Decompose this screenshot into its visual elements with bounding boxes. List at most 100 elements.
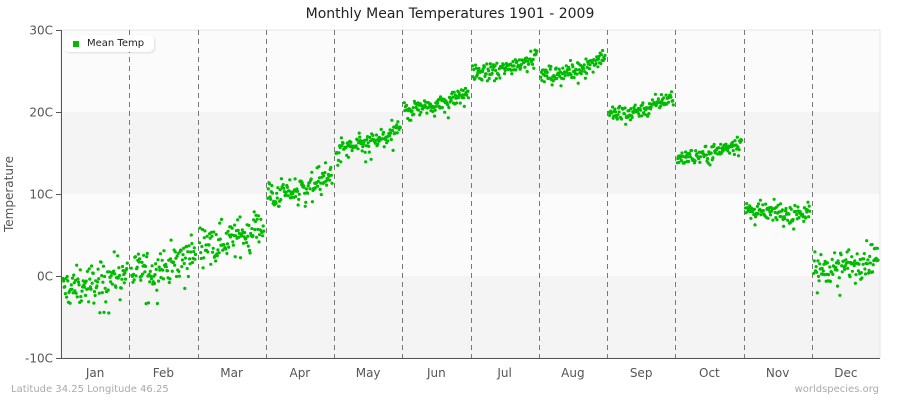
data-point: [88, 285, 92, 289]
data-point: [304, 187, 308, 191]
data-point: [257, 240, 261, 244]
data-point: [193, 257, 197, 261]
data-point: [395, 123, 399, 127]
data-point: [164, 262, 168, 266]
data-point: [382, 130, 386, 134]
data-point: [452, 90, 456, 94]
data-point: [109, 274, 113, 278]
data-point: [248, 251, 252, 255]
data-point: [302, 185, 306, 189]
data-point: [304, 200, 308, 204]
data-point: [175, 254, 179, 258]
data-point: [843, 267, 847, 271]
data-point: [231, 240, 235, 244]
data-point: [152, 281, 157, 286]
data-point: [587, 67, 592, 71]
data-point: [847, 248, 851, 252]
data-point: [731, 149, 735, 153]
data-point: [656, 97, 661, 101]
data-point: [548, 67, 552, 71]
data-point: [807, 204, 811, 208]
chart-title: Monthly Mean Temperatures 1901 - 2009: [305, 6, 595, 22]
data-point: [183, 286, 187, 290]
data-point: [855, 252, 859, 256]
data-point: [154, 267, 158, 271]
data-point: [427, 105, 431, 109]
data-point: [293, 177, 297, 181]
data-point: [310, 200, 314, 204]
data-point: [550, 83, 554, 87]
data-point: [193, 252, 198, 257]
x-tick-label: Jul: [496, 366, 511, 380]
data-point: [861, 262, 865, 266]
data-point: [601, 48, 605, 53]
data-point: [258, 233, 262, 237]
data-point: [74, 291, 78, 295]
data-point: [173, 263, 177, 267]
data-point: [393, 131, 397, 135]
data-point: [477, 66, 481, 70]
data-point: [103, 286, 107, 290]
data-point: [850, 255, 854, 259]
data-point: [313, 186, 317, 190]
data-point: [81, 279, 85, 283]
data-point: [146, 301, 151, 305]
data-point: [482, 65, 486, 69]
data-point: [218, 237, 222, 241]
data-point: [491, 68, 495, 72]
data-point: [409, 118, 413, 122]
data-point: [757, 202, 761, 206]
data-point: [839, 253, 843, 257]
data-point: [199, 251, 203, 255]
data-point: [319, 193, 323, 197]
data-point: [330, 181, 334, 185]
data-point: [132, 272, 136, 276]
data-point: [210, 234, 214, 238]
data-point: [680, 151, 684, 155]
data-point: [129, 266, 133, 270]
x-tick-label: Mar: [220, 366, 243, 380]
data-point: [329, 173, 333, 177]
data-point: [185, 244, 189, 249]
data-point: [354, 144, 358, 148]
data-point: [494, 68, 498, 73]
data-point: [640, 114, 644, 118]
data-point: [169, 238, 173, 242]
data-point: [571, 65, 575, 69]
data-point: [214, 259, 218, 263]
data-point: [418, 113, 422, 117]
data-point: [815, 270, 819, 274]
data-point: [255, 217, 259, 221]
data-point: [795, 213, 799, 217]
data-point: [787, 212, 791, 216]
data-point: [771, 218, 775, 222]
data-point: [76, 277, 80, 281]
data-point: [480, 78, 484, 82]
data-point: [395, 131, 399, 135]
data-point: [119, 286, 123, 290]
data-point: [254, 213, 258, 217]
data-point: [92, 290, 97, 294]
data-point: [118, 298, 122, 302]
data-point: [259, 217, 263, 221]
data-point: [433, 114, 437, 118]
data-point: [549, 64, 553, 69]
data-point: [188, 257, 192, 261]
data-point: [174, 274, 179, 279]
data-point: [834, 266, 838, 270]
data-point: [394, 126, 398, 130]
data-point: [112, 269, 116, 273]
data-point: [328, 178, 332, 182]
data-point: [451, 95, 455, 99]
data-point: [474, 66, 478, 70]
data-point: [782, 224, 786, 228]
data-point: [582, 67, 586, 71]
data-point: [82, 285, 86, 289]
data-point: [389, 131, 393, 135]
data-point: [203, 229, 207, 233]
data-point: [241, 241, 246, 245]
data-point: [161, 277, 165, 281]
data-point: [711, 156, 715, 160]
data-point: [688, 155, 692, 159]
data-point: [227, 245, 231, 249]
